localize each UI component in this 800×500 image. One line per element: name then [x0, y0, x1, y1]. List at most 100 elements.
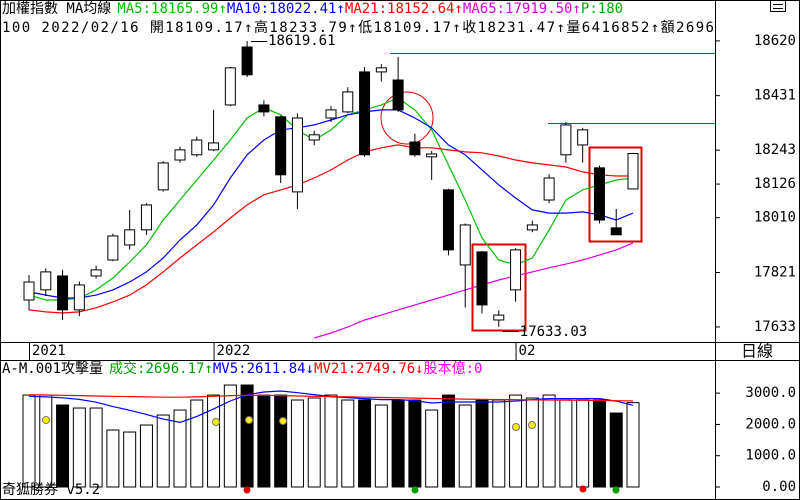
candle-body — [291, 117, 303, 193]
volume-bar — [156, 414, 170, 488]
volume-bar — [492, 399, 506, 488]
legend: 加權指數 MA均線 MA5:18165.99↑MA10:18022.41↑MA21… — [2, 1, 623, 17]
volume-bar — [391, 399, 405, 488]
volume-bar — [72, 407, 86, 488]
volume-bar — [89, 407, 103, 488]
candle-body — [593, 167, 605, 221]
candle-body — [275, 116, 287, 176]
quote-line: 100 2022/02/16 開18109.17↑高18233.79↑低1810… — [2, 19, 714, 36]
signal-dot — [279, 417, 287, 425]
candle-body — [23, 281, 35, 301]
ma-line — [28, 394, 634, 402]
legend-title: A-M.001攻擊量 — [2, 360, 103, 377]
volume-bar — [576, 399, 590, 488]
marks — [22, 40, 720, 488]
signal-dot — [612, 486, 620, 494]
legend-entry: MV21:2749.76↓ — [314, 361, 424, 377]
extreme-label: 17633.03 — [520, 324, 587, 340]
volume-bar — [374, 404, 388, 488]
y-tick-label: 18243 — [754, 142, 796, 158]
volume-bar — [324, 394, 338, 488]
signal-dot — [411, 486, 419, 494]
volume-bar — [358, 399, 372, 488]
volume-bar — [509, 394, 523, 488]
volume-bar — [39, 394, 53, 488]
y-tick-label: 3000.0 — [745, 385, 796, 401]
signal-dot — [579, 485, 587, 493]
candle-body — [40, 271, 52, 291]
candle-body — [107, 235, 119, 261]
signal-dot — [243, 486, 251, 494]
candle-body — [241, 46, 253, 76]
extreme-label: 18619.61 — [268, 33, 335, 49]
signal-dot — [512, 423, 520, 431]
signal-dot — [212, 418, 220, 426]
candle-body — [124, 229, 136, 246]
y-tick-label: 17821 — [754, 264, 796, 280]
y-tick-label: 18431 — [754, 88, 796, 104]
candle-body — [208, 142, 220, 151]
volume-bar — [190, 399, 204, 488]
volume-bar — [123, 431, 137, 488]
volume-bar — [240, 384, 254, 488]
volume-bar — [257, 394, 271, 488]
volume-bar — [609, 412, 623, 488]
volume-bar — [207, 394, 221, 488]
volume-bar — [22, 394, 36, 488]
volume-bar — [559, 399, 573, 488]
legend-extra: 股本億:0 — [424, 361, 483, 377]
candle-body — [73, 284, 85, 311]
y-tick-label: 2000.0 — [745, 416, 796, 432]
candle-body — [191, 139, 203, 156]
ma-line — [314, 242, 634, 339]
candle-body — [560, 124, 572, 156]
candle-body — [526, 224, 538, 231]
candle-body — [493, 314, 505, 321]
candle-body — [157, 162, 169, 191]
y-tick-label: 17633 — [754, 319, 796, 335]
candle-body — [342, 91, 354, 113]
volume-bar — [475, 399, 489, 488]
volume-bar — [542, 394, 556, 488]
volume-bar — [139, 424, 153, 488]
candle-body — [577, 129, 589, 146]
candle-body — [426, 153, 438, 158]
footer: 奇狐勝券 v5.2 — [2, 481, 100, 498]
volume-bar — [458, 404, 472, 488]
volume-bar — [290, 399, 304, 488]
candle-body — [476, 251, 488, 306]
volume-bar — [274, 394, 288, 488]
x-tick-label: 02 — [519, 343, 536, 359]
x-tick-label: 2021 — [32, 343, 66, 359]
window-icon — [770, 0, 786, 12]
candle-body — [90, 269, 102, 277]
candle-body — [308, 134, 320, 141]
x-tick-label: 2022 — [217, 343, 251, 359]
candle-body — [510, 249, 522, 291]
volume-bar — [626, 402, 640, 488]
legend-entry: 成交:2696.17↑ — [109, 360, 213, 377]
volume-bar — [173, 409, 187, 488]
signal-dot — [528, 421, 536, 429]
volume-bar — [56, 404, 70, 488]
legend-extra: P:180 — [581, 1, 623, 17]
volume-bar — [341, 399, 355, 488]
ma-line — [28, 97, 634, 301]
candle-body — [442, 189, 454, 251]
signal-dot — [42, 416, 50, 424]
candle-body — [57, 275, 69, 311]
volume-bar — [525, 397, 539, 488]
candle-body — [325, 109, 337, 119]
legend-entry: MV5:2611.84↓ — [213, 361, 314, 377]
volume-bar — [425, 409, 439, 488]
candle-body — [392, 79, 404, 111]
volume-bar — [408, 399, 422, 488]
legend-entry: MA21:18152.64↑ — [345, 1, 463, 17]
volume-bar — [223, 384, 237, 488]
candle-body — [224, 67, 236, 106]
volume-bar — [592, 399, 606, 488]
legend: A-M.001攻擊量 成交:2696.17↑MV5:2611.84↓MV21:27… — [2, 360, 482, 377]
volume-bar — [307, 397, 321, 488]
candle-body — [627, 153, 639, 190]
legend-title: 加權指數 MA均線 — [2, 1, 111, 17]
